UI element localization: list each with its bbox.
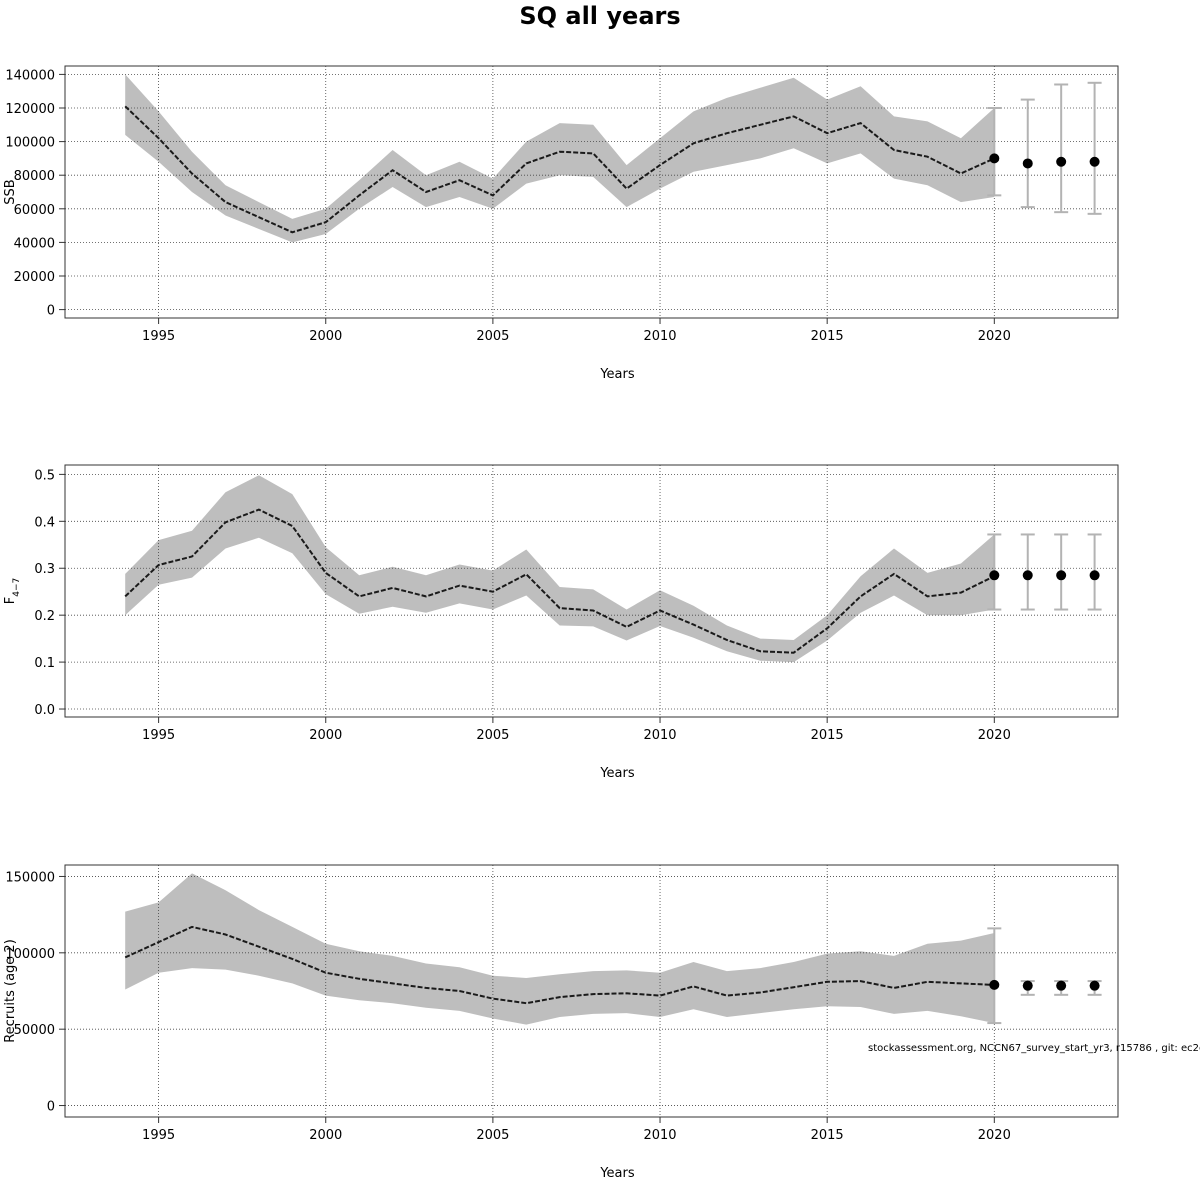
x-tick-label: 2010 [643,728,676,743]
x-tick-label: 1995 [142,329,175,344]
estimate-line [124,925,995,1005]
panel-recruits: 1995 2000 2005 2010 2015 2020 Years 0 50000 10000… [3,864,1119,1181]
forecast-point [989,979,1000,990]
panel-ssb: 1995 2000 2005 2010 2015 2020 Years 0 20000 40000… [3,65,1119,382]
y-tick-label: 100000 [5,136,55,151]
forecast-point [1089,980,1100,991]
y-axis-label: F4−7 [3,578,22,604]
estimate-line [124,105,995,234]
estimate-line [124,508,995,654]
y-axis-label: Recruits (age 2) [3,939,18,1043]
x-tick-label: 2010 [643,329,676,344]
y-tick-label: 0.1 [34,656,55,671]
y-tick-label: 0.5 [34,468,55,483]
forecast-point [1022,158,1033,169]
x-tick-label: 2020 [978,1128,1011,1143]
y-tick-label: 0 [47,1100,55,1115]
plot-frame [64,864,1119,1118]
x-tick-label: 2010 [643,1128,676,1143]
y-axis-label: SSB [3,179,18,204]
y-tick-label: 60000 [14,203,55,218]
forecast-point [1056,980,1067,991]
chart-title: SQ all years [519,2,681,30]
confidence-band [125,74,995,243]
forecast-point [989,153,1000,164]
confidence-band [125,873,995,1025]
y-tick-label: 20000 [14,270,55,285]
forecast-point [1056,156,1067,167]
x-tick-label: 2015 [811,1128,844,1143]
x-tick-label: 2005 [476,329,509,344]
x-tick-label: 2000 [309,329,342,344]
plot-frame [64,464,1119,718]
y-tick-label: 50000 [14,1023,55,1038]
y-tick-label: 0.2 [34,609,55,624]
x-tick-label: 2005 [476,1128,509,1143]
x-tick-label: 2020 [978,728,1011,743]
y-tick-label: 40000 [14,236,55,251]
x-tick-label: 2020 [978,329,1011,344]
y-tick-label: 0.0 [34,703,55,718]
plot-frame [64,65,1119,319]
y-tick-label: 0 [47,304,55,319]
x-axis-label: Years [599,1166,635,1181]
forecast-point [1022,570,1033,581]
y-axis-label-subscript: 4−7 [12,578,22,597]
x-tick-label: 1995 [142,1128,175,1143]
forecast-point [1056,570,1067,581]
y-tick-label: 120000 [5,102,55,117]
y-tick-label: 100000 [5,947,55,962]
forecast-point [1089,570,1100,581]
panel-f: 1995 2000 2005 2010 2015 2020 Years 0.0 0.1 0.2 0.… [3,464,1119,781]
forecast-point [1089,156,1100,167]
x-tick-label: 2000 [309,1128,342,1143]
x-axis-label: Years [599,766,635,781]
x-tick-label: 2015 [811,728,844,743]
forecast-point [1022,980,1033,991]
x-tick-label: 2000 [309,728,342,743]
x-tick-label: 2005 [476,728,509,743]
y-tick-label: 80000 [14,169,55,184]
forecast-point [989,570,1000,581]
x-axis-label: Years [599,367,635,382]
x-tick-label: 1995 [142,728,175,743]
y-tick-label: 0.4 [34,515,55,530]
x-tick-label: 2015 [811,329,844,344]
y-tick-label: 0.3 [34,562,55,577]
confidence-band [125,475,995,663]
y-tick-label: 150000 [5,870,55,885]
footnote: stockassessment.org, NCCN67_survey_start… [868,1043,1200,1054]
y-tick-label: 140000 [5,68,55,83]
